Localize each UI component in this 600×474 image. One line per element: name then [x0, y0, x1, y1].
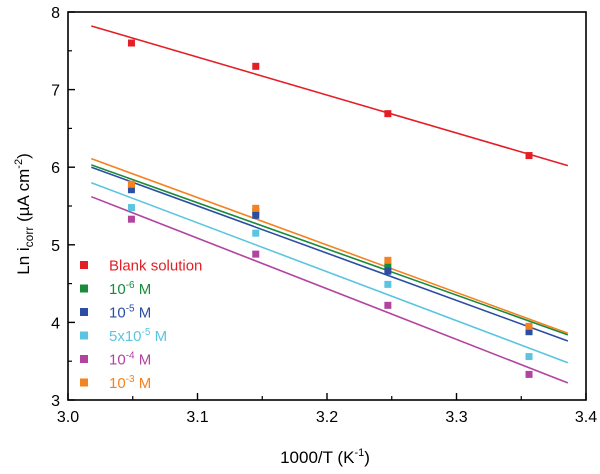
plot-frame [67, 11, 587, 401]
fit-line [91, 181, 569, 364]
fit-line [91, 166, 569, 342]
legend-marker [80, 331, 88, 340]
data-point [384, 267, 392, 275]
x-tick-label: 3.3 [445, 409, 467, 426]
data-point [252, 211, 260, 219]
data-point [525, 353, 533, 361]
y-tick-label: 5 [51, 238, 60, 255]
data-point [384, 263, 392, 271]
legend-label: 10-4 M [109, 351, 151, 369]
legend-label: 10-3 M [109, 374, 151, 392]
legend-label: 5x10-5 M [109, 327, 167, 345]
data-point [384, 280, 392, 288]
data-point [384, 256, 392, 264]
x-axis-title: 1000/T (K-1) [280, 447, 370, 467]
y-tick-label: 7 [51, 83, 60, 100]
legend-marker [80, 355, 88, 363]
data-point [525, 370, 533, 378]
data-point [127, 186, 135, 194]
y-tick-label: 3 [51, 393, 60, 410]
y-tick-label: 6 [51, 160, 60, 177]
data-point [252, 250, 260, 258]
x-tick-label: 3.4 [575, 409, 597, 426]
y-axis-title: Ln icorr (µA cm-2) [13, 153, 36, 275]
legend-marker [80, 308, 88, 316]
data-point [127, 39, 135, 47]
fit-lines [91, 25, 569, 384]
fit-line [91, 157, 569, 335]
data-point [127, 215, 135, 223]
data-point [127, 180, 135, 188]
data-point [252, 229, 260, 237]
data-point [525, 328, 533, 336]
data-point [252, 204, 260, 212]
fit-line [91, 25, 569, 167]
y-tick-label: 8 [51, 5, 60, 22]
fit-line [91, 164, 569, 336]
data-points [127, 39, 533, 378]
legend-marker [80, 378, 88, 387]
data-point [252, 62, 260, 70]
legend-marker [80, 284, 88, 293]
data-point [127, 204, 135, 212]
legend-label: 10-5 M [109, 304, 151, 322]
x-tick-label: 3.0 [57, 409, 79, 426]
legend-label: 10-6 M [109, 280, 151, 298]
data-point [384, 301, 392, 309]
data-point [384, 110, 392, 118]
y-tick-label: 4 [51, 315, 60, 332]
axis-ticks: 3.0 3.1 3.2 3.3 3.4 3 4 5 6 7 8 [51, 5, 597, 426]
x-tick-label: 3.2 [316, 409, 338, 426]
legend-label: Blank solution [109, 258, 202, 275]
fit-line [91, 195, 569, 384]
x-tick-label: 3.1 [186, 409, 208, 426]
legend-marker [80, 261, 88, 269]
data-point [525, 152, 533, 160]
legend: Blank solution 10-6 M 10-5 M 5x10-5 M 10-4 M… [80, 258, 202, 392]
data-point [525, 322, 533, 330]
